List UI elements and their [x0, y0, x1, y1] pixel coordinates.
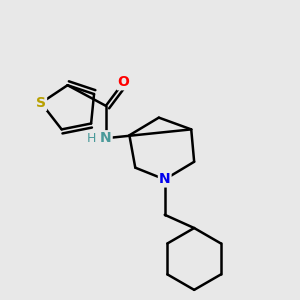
- Text: H: H: [86, 132, 96, 145]
- Text: O: O: [118, 75, 129, 89]
- Text: S: S: [36, 96, 46, 110]
- Text: N: N: [100, 131, 112, 145]
- Text: N: N: [159, 172, 170, 186]
